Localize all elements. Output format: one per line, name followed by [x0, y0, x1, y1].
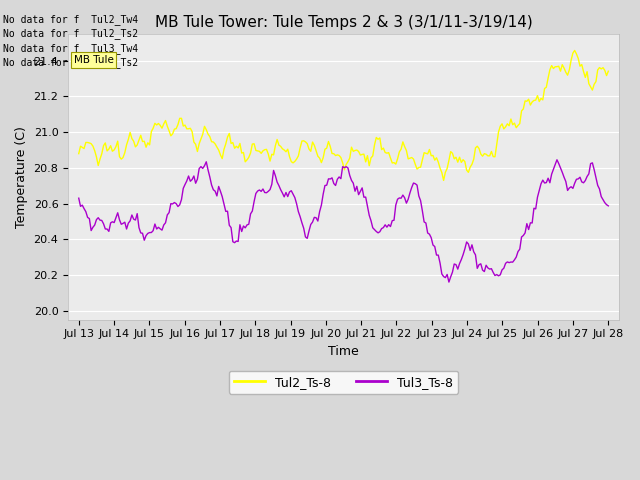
- X-axis label: Time: Time: [328, 345, 359, 358]
- Text: No data for f  Tul2_Tw4
No data for f  Tul2_Ts2
No data for f  Tul3_Tw4
No data : No data for f Tul2_Tw4 No data for f Tul…: [3, 14, 138, 68]
- Title: MB Tule Tower: Tule Temps 2 & 3 (3/1/11-3/19/14): MB Tule Tower: Tule Temps 2 & 3 (3/1/11-…: [155, 15, 532, 30]
- Legend: Tul2_Ts-8, Tul3_Ts-8: Tul2_Ts-8, Tul3_Ts-8: [228, 371, 458, 394]
- Text: MB Tule: MB Tule: [74, 55, 113, 65]
- Y-axis label: Temperature (C): Temperature (C): [15, 126, 28, 228]
